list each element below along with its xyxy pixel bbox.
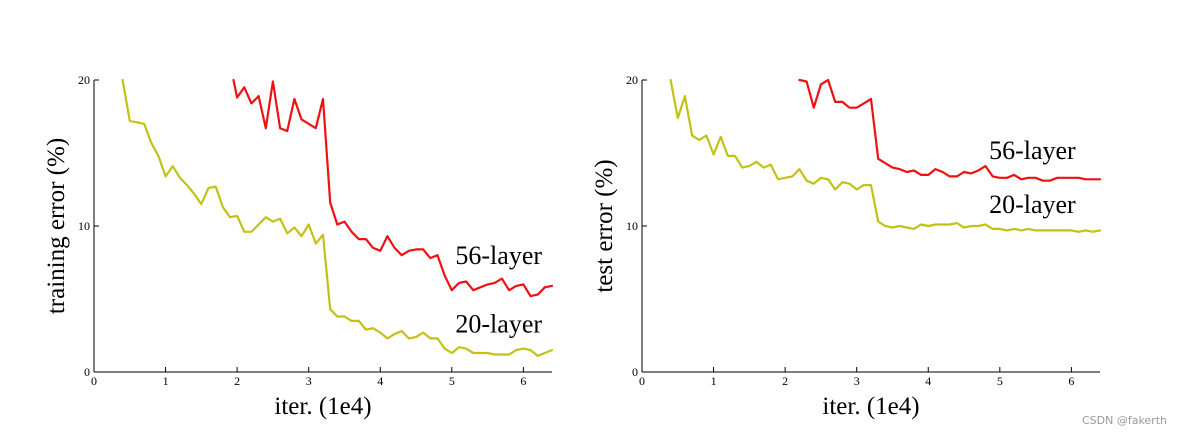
y-tick-label: 20 bbox=[78, 73, 90, 87]
x-tick-label: 2 bbox=[782, 374, 788, 388]
series-annotation: 20-layer bbox=[455, 310, 542, 339]
x-axis-label: iter. (1e4) bbox=[274, 393, 371, 420]
x-tick-label: 1 bbox=[163, 374, 169, 388]
x-tick-label: 4 bbox=[925, 374, 931, 388]
y-axis-label: test error (%) bbox=[591, 159, 618, 292]
y-tick-label: 0 bbox=[84, 365, 90, 379]
x-tick-label: 3 bbox=[306, 374, 312, 388]
series-annotation: 56-layer bbox=[989, 136, 1076, 165]
x-tick-label: 3 bbox=[854, 374, 860, 388]
x-axis-label: iter. (1e4) bbox=[822, 393, 919, 420]
x-tick-label: 6 bbox=[1068, 374, 1074, 388]
series-line-20-layer bbox=[121, 78, 554, 357]
y-tick-label: 20 bbox=[626, 73, 638, 87]
x-tick-label: 4 bbox=[377, 374, 383, 388]
series-line-56-layer bbox=[798, 78, 1102, 182]
x-tick-label: 0 bbox=[639, 374, 645, 388]
series-line-20-layer bbox=[669, 78, 1102, 233]
x-tick-label: 2 bbox=[234, 374, 240, 388]
series-line-56-layer bbox=[232, 78, 554, 298]
series-annotation: 56-layer bbox=[455, 241, 542, 270]
y-tick-label: 0 bbox=[632, 365, 638, 379]
series-annotation: 20-layer bbox=[989, 190, 1076, 219]
y-axis-label: training error (%) bbox=[43, 138, 70, 314]
watermark: CSDN @fakerth bbox=[1081, 414, 1167, 427]
y-tick-label: 10 bbox=[78, 219, 90, 233]
x-tick-label: 5 bbox=[997, 374, 1003, 388]
x-tick-label: 0 bbox=[91, 374, 97, 388]
y-tick-label: 10 bbox=[626, 219, 638, 233]
x-tick-label: 1 bbox=[711, 374, 717, 388]
x-tick-label: 5 bbox=[449, 374, 455, 388]
x-tick-label: 6 bbox=[520, 374, 526, 388]
